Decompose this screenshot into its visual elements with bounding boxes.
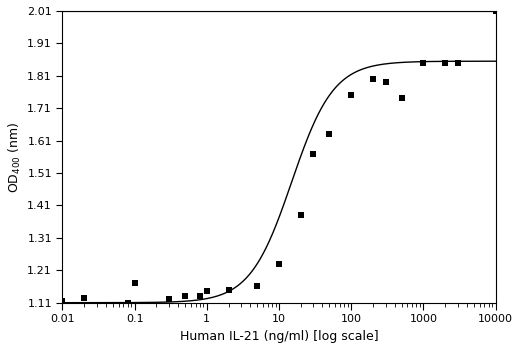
Y-axis label: $\mathregular{OD_{400}}$ (nm): $\mathregular{OD_{400}}$ (nm)	[7, 121, 23, 192]
Point	[441, 60, 449, 65]
Point	[397, 96, 406, 101]
Point	[296, 212, 305, 218]
Point	[326, 131, 334, 137]
Point	[224, 287, 232, 293]
Point	[58, 298, 67, 304]
Point	[382, 79, 390, 85]
Point	[123, 300, 132, 306]
Point	[347, 92, 355, 98]
Point	[253, 284, 262, 289]
Point	[453, 60, 462, 65]
X-axis label: Human IL-21 (ng/ml) [log scale]: Human IL-21 (ng/ml) [log scale]	[179, 330, 378, 343]
Point	[275, 261, 283, 267]
Point	[131, 280, 139, 286]
Point	[80, 295, 88, 301]
Point	[491, 8, 500, 14]
Point	[203, 288, 211, 294]
Point	[196, 293, 204, 299]
Point	[419, 60, 427, 65]
Point	[165, 297, 173, 302]
Point	[309, 151, 318, 156]
Point	[369, 76, 377, 82]
Point	[181, 293, 189, 299]
